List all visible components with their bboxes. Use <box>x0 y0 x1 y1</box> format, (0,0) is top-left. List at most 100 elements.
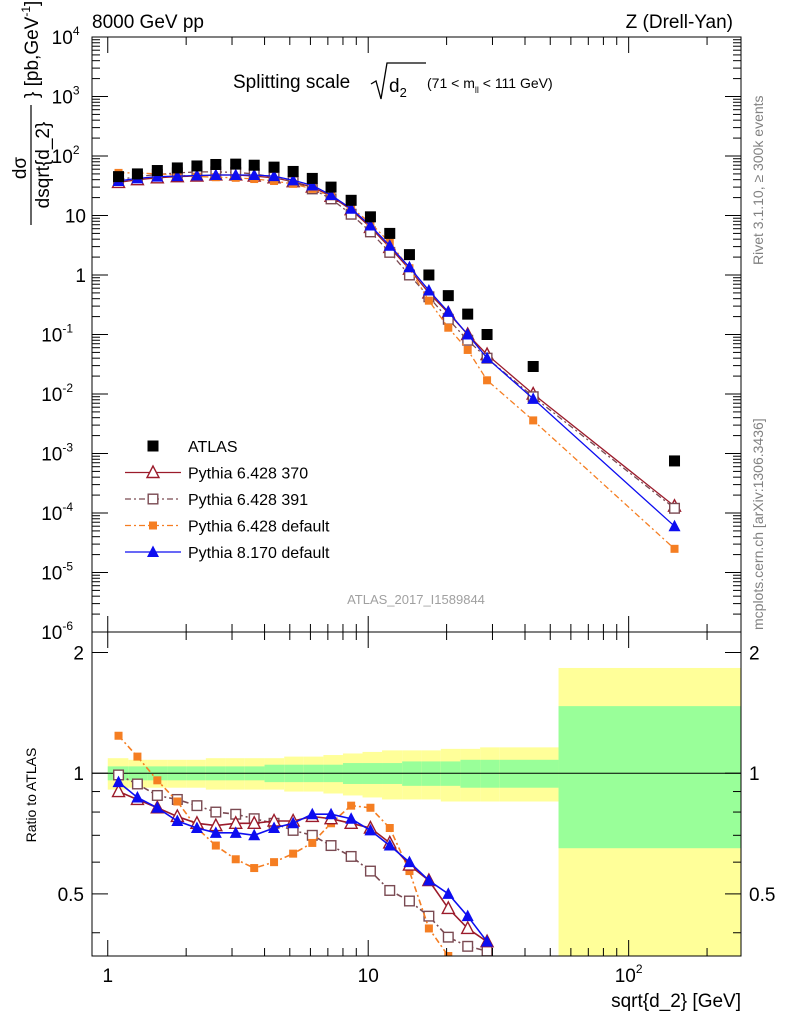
y-tick-label: 1 <box>75 266 86 287</box>
y-tick-label: 10 <box>65 207 86 228</box>
data-point <box>444 323 453 332</box>
ratio-point <box>464 962 472 970</box>
data-point <box>230 158 242 170</box>
ratio-point <box>306 807 319 820</box>
legend-item-pythia-8-170-default: Pythia 8.170 default <box>125 545 330 562</box>
ratio-point <box>483 962 491 970</box>
data-point <box>403 260 416 273</box>
y-tick-label: 103 <box>52 84 80 109</box>
y-tick-label: 10-1 <box>41 322 73 347</box>
ratio-series-pythia-6-428-370 <box>111 783 495 948</box>
ratio-line-pythia-6-428-default <box>117 735 451 956</box>
rivet-label: Rivet 3.1.10, ≥ 300k events <box>750 95 766 265</box>
data-point <box>481 329 493 340</box>
data-point <box>364 218 377 231</box>
data-point <box>424 296 433 305</box>
data-point <box>268 161 280 173</box>
ratio-point <box>460 920 475 935</box>
data-point <box>171 169 184 182</box>
data-point <box>229 168 242 180</box>
ratio-point <box>325 840 337 852</box>
ratio-point <box>151 789 163 801</box>
data-point <box>248 168 261 180</box>
ratio-point <box>481 945 493 956</box>
ratio-point <box>403 855 416 868</box>
legend-label: Pythia 6.428 391 <box>188 492 308 509</box>
data-point <box>422 283 435 296</box>
ratio-point <box>248 828 261 841</box>
ratio-point <box>306 829 318 841</box>
legend-marker <box>147 440 159 452</box>
data-point <box>669 455 681 467</box>
ratio-point <box>153 776 162 785</box>
data-point <box>306 178 319 191</box>
legend-marker <box>147 545 159 557</box>
main-frame <box>91 36 742 633</box>
series-line-pythia-8-170-default <box>118 174 675 527</box>
ratio-point <box>210 806 222 818</box>
data-point <box>151 165 163 177</box>
data-point <box>529 416 538 425</box>
data-point <box>191 160 203 172</box>
ratio-point <box>364 823 377 836</box>
ylabel-numerator: dσ <box>10 157 31 180</box>
ylabel-denominator: dsqrt{d_2} <box>33 122 54 209</box>
ratio-y-tick-label: 0.5 <box>58 885 84 906</box>
ratio-point <box>383 839 396 851</box>
ratio-series-group <box>111 731 495 970</box>
ratio-point <box>209 826 222 838</box>
y-tick-label: 10-2 <box>41 381 73 406</box>
data-point <box>131 168 143 180</box>
data-point <box>669 502 681 514</box>
data-point <box>383 239 396 251</box>
ratio-point <box>250 864 259 873</box>
ratio-point <box>211 841 220 850</box>
data-point <box>171 162 183 174</box>
stat-band <box>480 759 500 788</box>
data-point <box>483 376 492 385</box>
ratio-point <box>345 850 357 862</box>
ratio-y-tick-label: 2 <box>73 644 84 665</box>
ratio-point <box>111 783 126 798</box>
data-point <box>210 158 222 170</box>
data-point <box>345 202 358 214</box>
ratio-point <box>366 803 375 812</box>
data-point <box>190 169 203 181</box>
data-point <box>481 351 494 364</box>
ratio-point <box>231 855 240 864</box>
ratio-point <box>131 778 143 790</box>
ratio-point <box>405 867 414 876</box>
ratio-point <box>441 900 456 915</box>
ratio-point <box>270 858 279 867</box>
ratio-bands <box>107 667 741 956</box>
main-title: Splitting scale d2 (71 < mll < 111 GeV) <box>233 62 553 100</box>
data-point <box>268 169 281 182</box>
main-title-cut: (71 < mll < 111 GeV) <box>427 75 553 95</box>
data-point <box>325 181 337 193</box>
ratio-point <box>385 824 394 833</box>
main-series-group <box>111 158 682 553</box>
stat-band <box>460 759 481 788</box>
series-pythia-6-428-391 <box>113 166 681 514</box>
series-pythia-6-428-370 <box>111 166 682 512</box>
data-point <box>442 290 454 302</box>
y-tick-label: 10-6 <box>41 619 73 644</box>
legend-item-pythia-6-428-370: Pythia 6.428 370 <box>125 464 308 483</box>
legend-marker <box>145 464 161 479</box>
ratio-point <box>461 909 474 922</box>
ratio-point <box>114 731 123 740</box>
data-point <box>209 168 222 180</box>
legend-label: Pythia 8.170 default <box>188 545 330 562</box>
ratio-point <box>481 935 494 947</box>
data-point <box>462 308 474 320</box>
x-tick-label: 1 <box>102 966 113 987</box>
analysis-watermark: ATLAS_2017_I1589844 <box>347 592 485 607</box>
energy-label: 8000 GeV pp <box>92 12 204 33</box>
ratio-series-pythia-8-170-default <box>112 775 494 947</box>
y-tick-label: 104 <box>52 24 80 49</box>
legend-marker <box>147 493 159 505</box>
stat-band <box>499 759 559 788</box>
ratio-point <box>229 826 242 838</box>
x-axis-label: sqrt{d_2} [GeV] <box>611 991 741 1012</box>
